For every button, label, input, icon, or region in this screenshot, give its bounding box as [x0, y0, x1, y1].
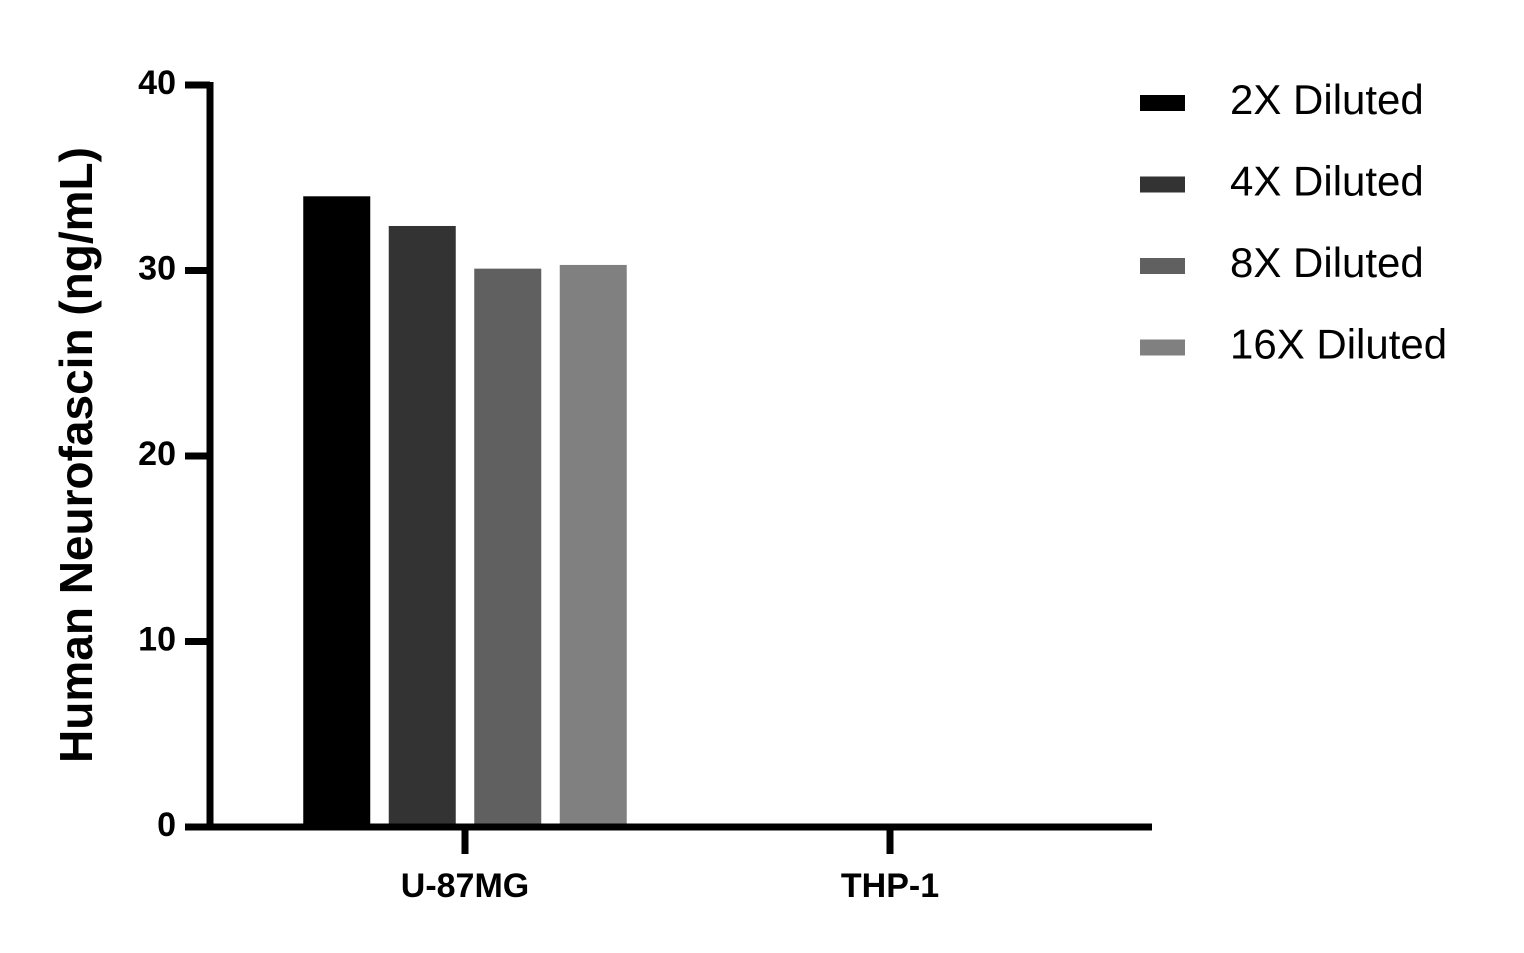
bar — [303, 196, 371, 828]
legend-label: 4X Diluted — [1230, 158, 1424, 205]
bar — [388, 225, 456, 828]
y-tick-label: 40 — [138, 64, 176, 102]
x-tick-label: U-87MG — [401, 867, 529, 905]
y-tick-label: 0 — [157, 806, 176, 844]
legend-label: 8X Diluted — [1230, 239, 1424, 286]
y-axis-label: Human Neurofascin (ng/mL) — [50, 147, 102, 763]
bar — [559, 264, 627, 827]
y-tick-label: 30 — [138, 249, 176, 287]
legend-swatch — [1140, 258, 1185, 274]
legend-label: 2X Diluted — [1230, 76, 1424, 123]
legend-swatch — [1140, 95, 1185, 111]
legend-label: 16X Diluted — [1230, 321, 1447, 368]
legend-swatch — [1140, 339, 1185, 356]
bar — [474, 268, 542, 827]
x-tick-label: THP-1 — [841, 867, 939, 905]
legend-swatch — [1140, 176, 1185, 193]
y-tick-label: 20 — [138, 435, 176, 473]
y-tick-label: 10 — [138, 620, 176, 658]
